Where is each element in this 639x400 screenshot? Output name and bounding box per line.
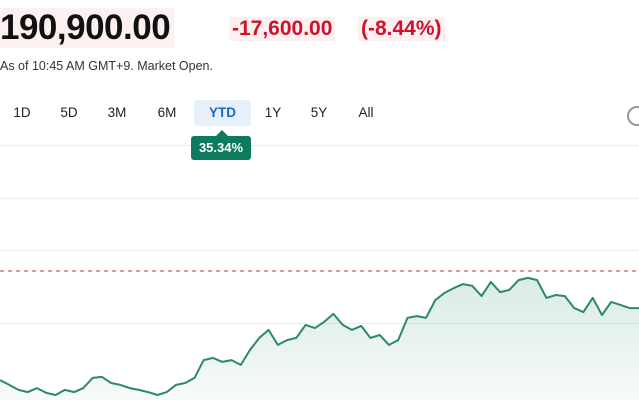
range-tab[interactable]: 5D: [60, 105, 78, 120]
price: 190,900.00: [0, 8, 175, 48]
range-tab[interactable]: 1Y: [264, 105, 282, 120]
change-percent: (-8.44%): [358, 17, 445, 41]
range-tab[interactable]: 6M: [157, 105, 177, 120]
range-return: 35.34%: [191, 130, 251, 160]
timestamp: As of 10:45 AM GMT+9. Market Open.: [0, 59, 213, 73]
range-tab[interactable]: 1D: [13, 105, 31, 120]
range-tab[interactable]: 3M: [107, 105, 127, 120]
change: -17,600.00: [229, 17, 336, 41]
price-line: [0, 276, 639, 396]
range-tab[interactable]: 5Y: [310, 105, 328, 120]
range-tab[interactable]: All: [358, 105, 374, 120]
range-tab[interactable]: YTD: [194, 100, 251, 126]
toggle[interactable]: [627, 106, 639, 126]
area-fill: [0, 277, 639, 400]
